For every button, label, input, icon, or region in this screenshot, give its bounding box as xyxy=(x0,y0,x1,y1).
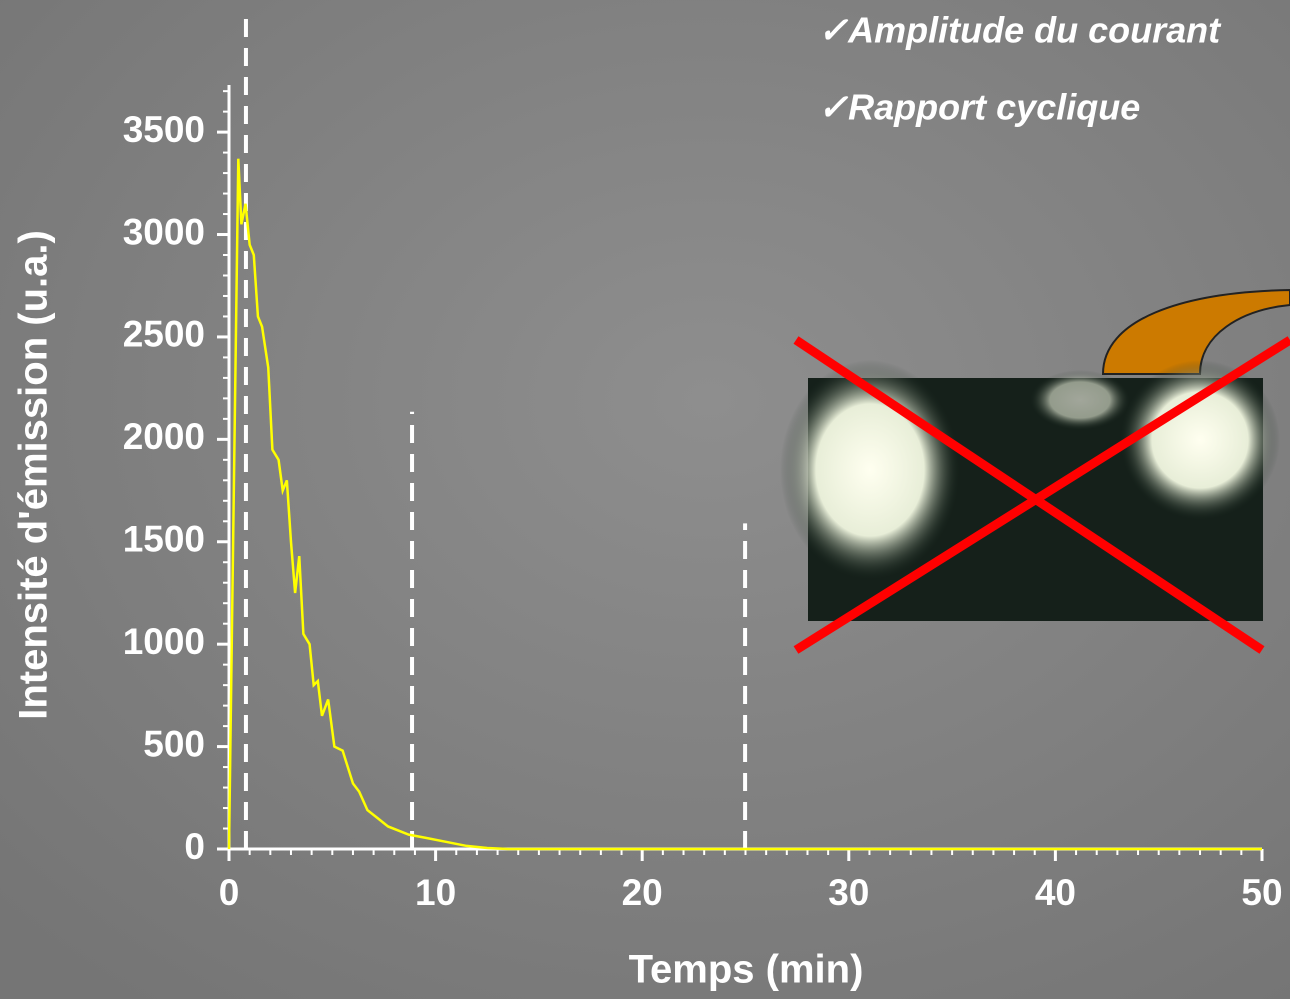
x-tick-label: 50 xyxy=(1241,872,1282,913)
annotation: ✓Amplitude du courant xyxy=(818,10,1222,51)
y-tick-label: 3000 xyxy=(123,211,205,252)
x-tick-label: 40 xyxy=(1035,872,1076,913)
annotation: ✓Rapport cyclique xyxy=(818,87,1140,128)
x-axis-title: Temps (min) xyxy=(629,948,864,992)
chart: ✓Amplitude du courant ✓Rapport cyclique … xyxy=(0,0,1290,999)
y-tick-label: 2000 xyxy=(123,416,205,457)
y-tick-label: 1000 xyxy=(123,621,205,662)
page: ✓Amplitude du courant ✓Rapport cyclique … xyxy=(0,0,1290,999)
x-tick-label: 0 xyxy=(219,872,240,913)
y-tick-label: 2500 xyxy=(123,314,205,355)
y-tick-label: 1500 xyxy=(123,519,205,560)
y-tick-label: 500 xyxy=(143,723,205,764)
photo-glow xyxy=(1120,360,1280,520)
photo-glow xyxy=(1030,370,1130,430)
x-tick-label: 30 xyxy=(828,872,869,913)
y-tick-label: 0 xyxy=(184,826,205,867)
x-tick-label: 10 xyxy=(415,872,456,913)
y-tick-label: 3500 xyxy=(123,109,205,150)
x-tick-label: 20 xyxy=(622,872,663,913)
y-axis-title: Intensité d'émission (u.a.) xyxy=(12,230,56,720)
